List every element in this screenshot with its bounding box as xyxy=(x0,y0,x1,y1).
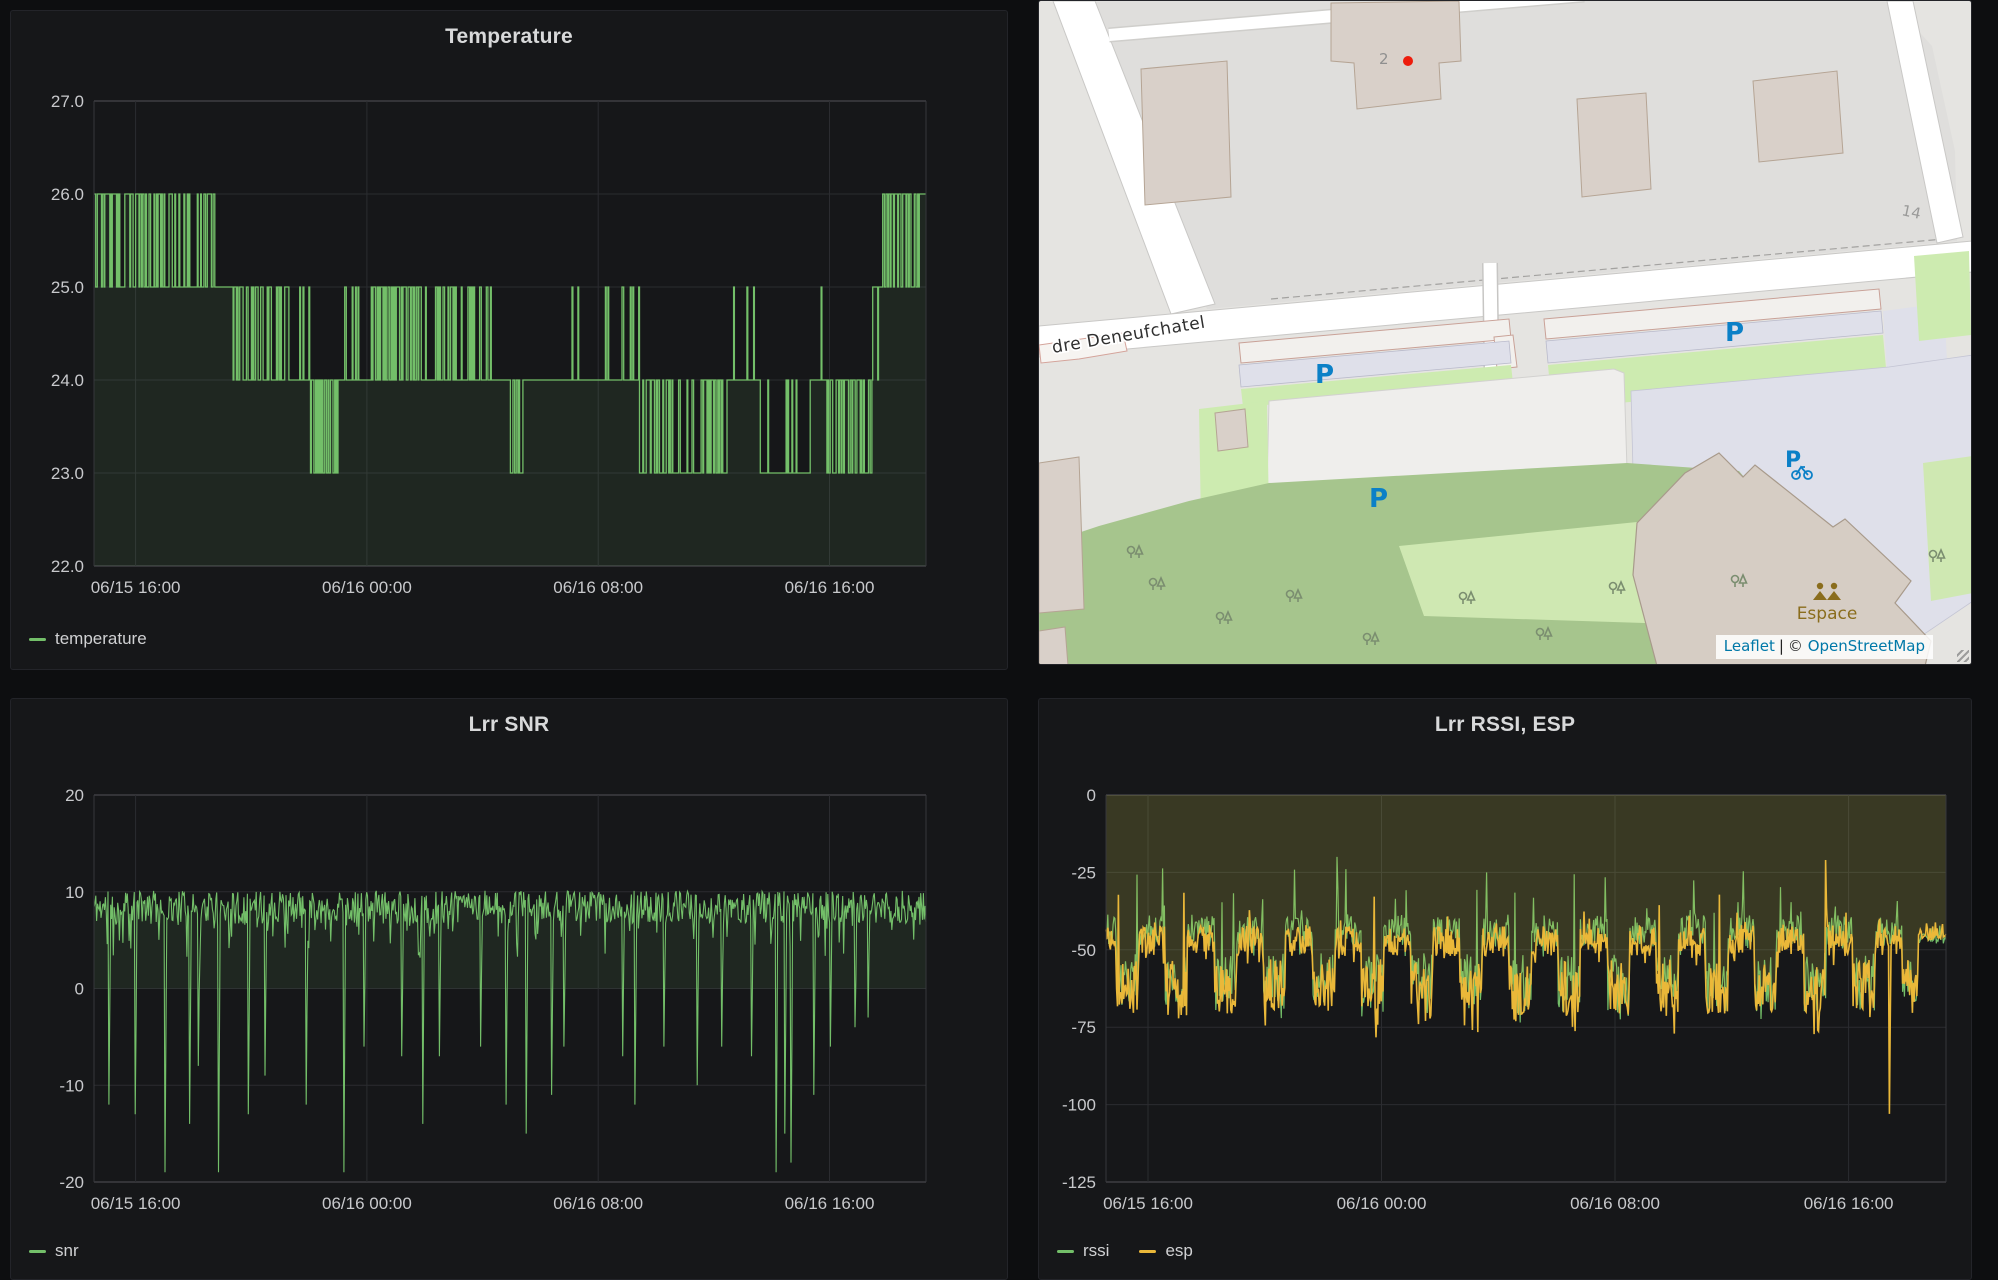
parking-icon-east: P xyxy=(1725,318,1744,348)
legend-item-snr[interactable]: snr xyxy=(29,1241,79,1261)
snr-series-label: snr xyxy=(55,1241,79,1261)
y-tick-label: 23.0 xyxy=(51,464,84,483)
map-building-d xyxy=(1753,71,1843,162)
leaflet-map[interactable]: dre Deneufchatel 2 14 P P P P Espace xyxy=(1039,1,1971,664)
snr-series-swatch xyxy=(29,1250,46,1253)
map-shed xyxy=(1215,409,1248,451)
y-tick-label: 0 xyxy=(1087,786,1096,805)
x-tick-label: 06/15 16:00 xyxy=(91,578,181,597)
y-tick-label: -20 xyxy=(59,1173,84,1192)
map-building-sw-corner xyxy=(1039,627,1068,665)
x-tick-label: 06/16 08:00 xyxy=(1570,1194,1660,1213)
rssi-esp-chart[interactable]: 0 -25 -50 -75 -100 -125 06/15 16:00 06/16 00:00… xyxy=(1039,699,1972,1280)
x-tick-label: 06/16 00:00 xyxy=(1337,1194,1427,1213)
x-tick-label: 06/15 16:00 xyxy=(91,1194,181,1213)
leaflet-link[interactable]: Leaflet xyxy=(1724,637,1775,655)
y-tick-label: -10 xyxy=(59,1076,84,1095)
y-tick-label: -75 xyxy=(1071,1018,1096,1037)
panel-lrr-rssi-esp: Lrr RSSI, ESP 0-25-50-75-100-12506/15 16… xyxy=(1038,698,1972,1280)
x-tick-label: 06/16 08:00 xyxy=(553,1194,643,1213)
x-tick-label: 06/16 08:00 xyxy=(553,578,643,597)
panel-map: dre Deneufchatel 2 14 P P P P Espace Lea… xyxy=(1038,0,1972,665)
parking-icon-west: P xyxy=(1315,360,1334,390)
rssi-series-swatch xyxy=(1057,1250,1074,1253)
y-tick-label: 27.0 xyxy=(51,92,84,111)
y-tick-label: -100 xyxy=(1062,1096,1096,1115)
y-tick-label: 20 xyxy=(65,786,84,805)
map-building-west-edge xyxy=(1039,457,1084,613)
x-tick-label: 06/15 16:00 xyxy=(1103,1194,1193,1213)
snr-legend: snr xyxy=(29,1241,79,1261)
y-tick-label: -50 xyxy=(1071,941,1096,960)
rssi-series-label: rssi xyxy=(1083,1241,1109,1261)
x-tick-label: 06/16 16:00 xyxy=(785,578,875,597)
rssi-esp-legend: rssi esp xyxy=(1057,1241,1193,1261)
temperature-legend: temperature xyxy=(29,629,147,649)
y-tick-label: 25.0 xyxy=(51,278,84,297)
map-building-c xyxy=(1577,93,1651,197)
y-tick-label: 22.0 xyxy=(51,557,84,576)
parking-icon-lot: P xyxy=(1369,484,1388,514)
temperature-series-label: temperature xyxy=(55,629,147,649)
panel-resize-handle[interactable] xyxy=(1957,650,1969,662)
map-building-a xyxy=(1141,61,1231,205)
y-tick-label: -25 xyxy=(1071,863,1096,882)
device-marker-dot[interactable] xyxy=(1403,56,1413,66)
x-tick-label: 06/16 16:00 xyxy=(1804,1194,1894,1213)
x-tick-label: 06/16 00:00 xyxy=(322,1194,412,1213)
esp-series-fill xyxy=(1106,795,1946,1114)
x-tick-label: 06/16 16:00 xyxy=(785,1194,875,1213)
map-attribution: Leaflet|© OpenStreetMap xyxy=(1716,635,1933,659)
y-tick-label: -125 xyxy=(1062,1173,1096,1192)
temperature-series-swatch xyxy=(29,638,46,641)
y-tick-label: 0 xyxy=(75,980,84,999)
legend-item-temperature[interactable]: temperature xyxy=(29,629,147,649)
map-grass-east-road xyxy=(1914,251,1971,341)
snr-chart[interactable]: 20 10 0 -10 -20 06/15 16:00 06/16 00:00 06/16 0… xyxy=(11,699,1008,1280)
y-tick-label: 26.0 xyxy=(51,185,84,204)
legend-item-rssi[interactable]: rssi xyxy=(1057,1241,1109,1261)
y-tick-label: 10 xyxy=(65,883,84,902)
esp-series-label: esp xyxy=(1165,1241,1192,1261)
house-number-2: 2 xyxy=(1379,50,1389,68)
openstreetmap-link[interactable]: OpenStreetMap xyxy=(1808,637,1925,655)
espace-label: Espace xyxy=(1797,604,1858,624)
map-grass-east-lower xyxy=(1923,456,1972,601)
map-canvas: dre Deneufchatel 2 14 P P P P Espace xyxy=(1039,1,1972,665)
legend-item-esp[interactable]: esp xyxy=(1139,1241,1192,1261)
esp-series-swatch xyxy=(1139,1250,1156,1253)
temperature-chart[interactable]: 27.0 26.0 25.0 24.0 23.0 22.0 06/15 16:00 06/16… xyxy=(11,11,1008,670)
y-tick-label: 24.0 xyxy=(51,371,84,390)
panel-lrr-snr: Lrr SNR 20100-10-2006/15 16:0006/16 00:0… xyxy=(10,698,1008,1280)
attribution-separator: | xyxy=(1779,637,1784,655)
panel-temperature: Temperature 27.026.025.024.023.022.006/1… xyxy=(10,10,1008,670)
copyright-symbol: © xyxy=(1788,637,1803,655)
x-tick-label: 06/16 00:00 xyxy=(322,578,412,597)
